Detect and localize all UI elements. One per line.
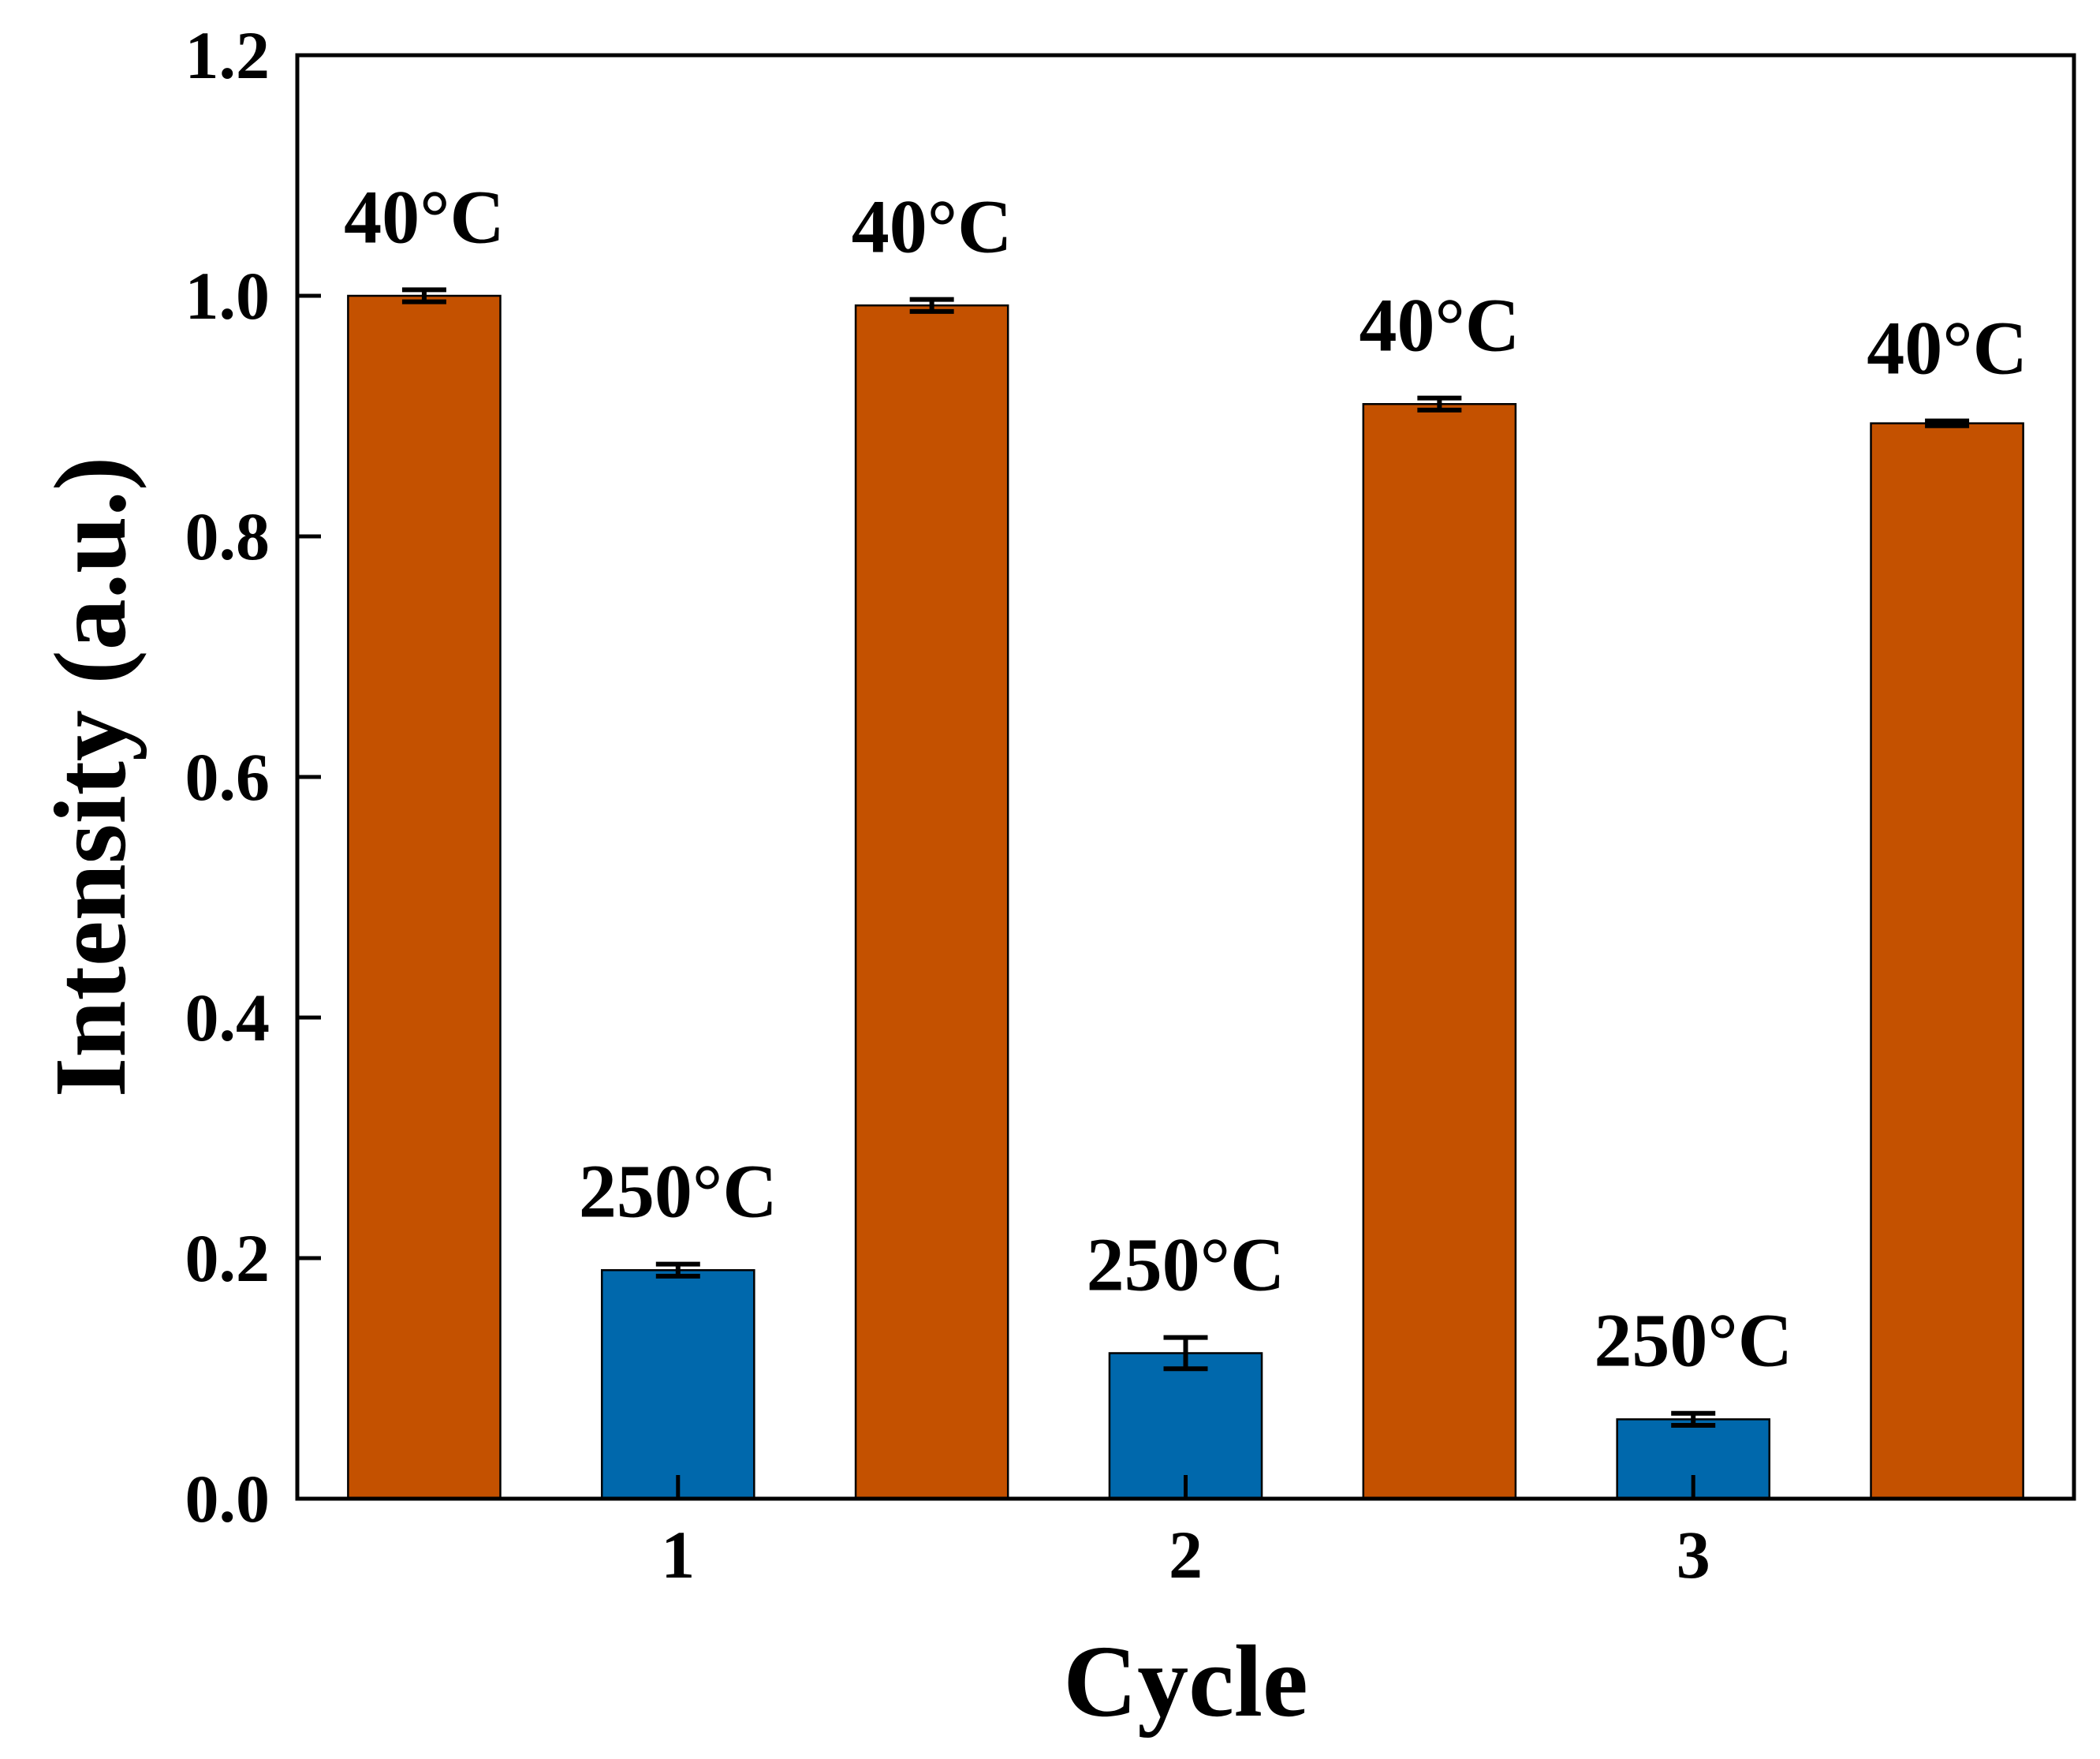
- y-tick-label-1: 0.2: [185, 1220, 270, 1296]
- bar-label-5: 250°C: [1594, 1298, 1792, 1383]
- y-axis-title: Intensity (a.u.): [34, 457, 147, 1098]
- bar-label-2: 40°C: [852, 185, 1013, 269]
- bar-250C-1: [600, 1269, 755, 1500]
- x-tick-label-2: 3: [1677, 1517, 1710, 1593]
- bar-label-1: 250°C: [579, 1149, 778, 1234]
- x-tick-label-1: 2: [1169, 1517, 1203, 1593]
- x-axis-title: Cycle: [1063, 1625, 1307, 1738]
- y-tick-label-0: 0.0: [185, 1461, 270, 1537]
- y-tick-label-6: 1.2: [185, 17, 270, 93]
- bar-label-0: 40°C: [344, 174, 505, 259]
- bar-40C-2: [854, 304, 1009, 1500]
- ticks-layer: 0.0 0.2 0.4 0.6 0.8 1.0 1.2 1 2 3: [185, 17, 1710, 1593]
- bar-label-3: 250°C: [1087, 1223, 1285, 1307]
- bar-250C-3: [1108, 1352, 1263, 1500]
- y-tick-label-5: 1.0: [185, 258, 270, 334]
- error-bars-layer: [401, 287, 1970, 1428]
- bar-40C-0: [347, 294, 502, 1500]
- bar-40C-4: [1362, 403, 1517, 1500]
- y-tick-label-2: 0.4: [185, 980, 270, 1055]
- y-tick-label-4: 0.8: [185, 499, 270, 574]
- x-tick-label-0: 1: [661, 1517, 695, 1593]
- y-tick-label-3: 0.6: [185, 739, 270, 815]
- bar-label-6: 40°C: [1867, 306, 2027, 390]
- bar-labels-layer: 40°C 250°C 40°C 250°C 40°C 250°C 40°C: [344, 174, 2027, 1382]
- bar-40C-6: [1870, 422, 2024, 1500]
- bar-label-4: 40°C: [1359, 283, 1520, 368]
